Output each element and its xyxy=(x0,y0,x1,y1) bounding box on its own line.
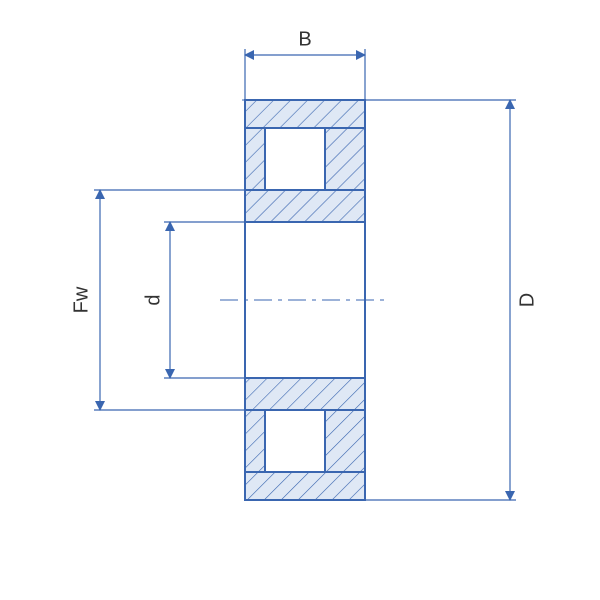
label-Fw: Fw xyxy=(70,286,92,313)
label-B: B xyxy=(298,28,311,50)
label-D: D xyxy=(516,293,538,307)
bearing-cross-section-drawing: B Dd Fw xyxy=(0,0,600,600)
label-d: d xyxy=(142,294,164,305)
